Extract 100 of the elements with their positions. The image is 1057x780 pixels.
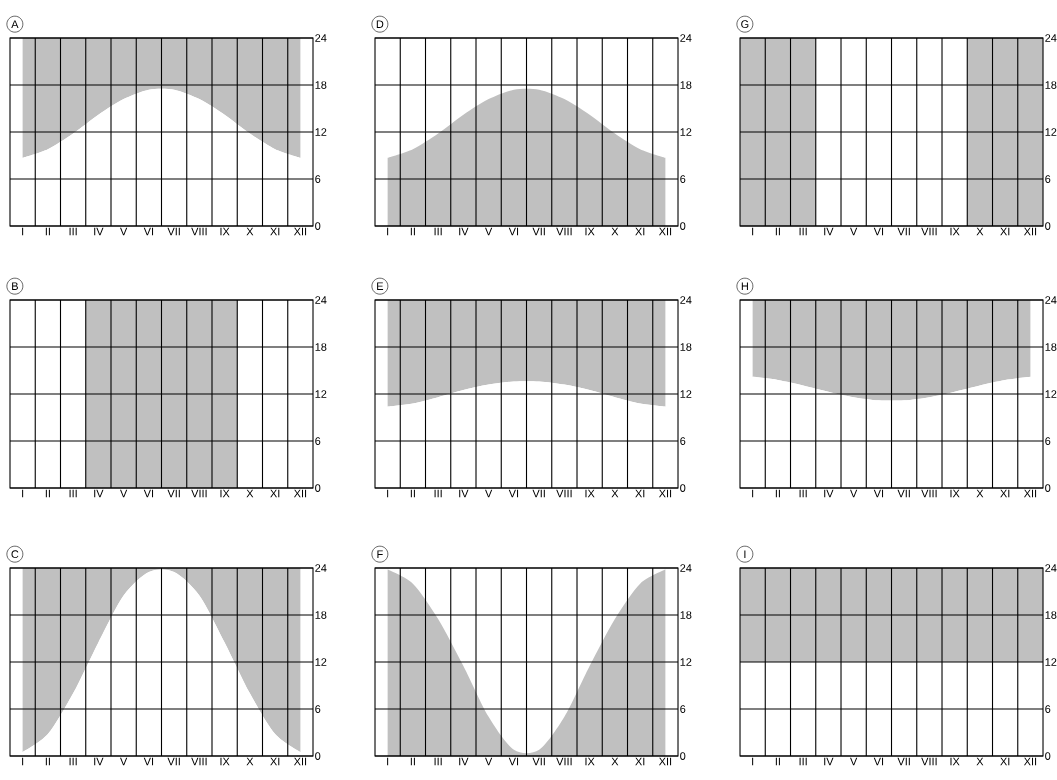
x-tick-label: III (434, 227, 442, 236)
x-tick-label: IX (585, 489, 595, 498)
x-tick-label: X (246, 227, 254, 236)
x-tick-label: II (775, 227, 780, 236)
x-tick-label: XI (270, 757, 280, 766)
y-tick-label: 24 (680, 296, 692, 304)
x-tick-label: VI (143, 227, 154, 236)
x-tick-label: II (45, 489, 50, 498)
y-tick-label: 6 (1045, 175, 1051, 183)
x-tick-label: VII (532, 227, 545, 236)
x-tick-label: I (752, 489, 754, 498)
y-tick-label: 0 (1045, 484, 1051, 492)
chart-title: D (376, 20, 384, 28)
x-tick-label: IV (459, 757, 469, 766)
y-tick-label: 12 (680, 128, 692, 136)
x-tick-label: XII (658, 227, 672, 236)
y-tick-label: 12 (680, 390, 692, 398)
x-tick-label: I (752, 757, 754, 766)
y-tick-label: 0 (315, 752, 321, 760)
x-tick-label: III (69, 489, 77, 498)
x-tick-label: III (434, 489, 442, 498)
y-tick-label: 24 (680, 34, 692, 42)
x-tick-label: III (799, 489, 807, 498)
x-tick-label: II (45, 227, 50, 236)
y-tick-label: 0 (315, 484, 321, 492)
x-tick-label: V (485, 489, 493, 498)
y-tick-label: 18 (315, 611, 327, 619)
y-tick-label: 24 (1045, 564, 1057, 572)
x-tick-label: VI (143, 757, 154, 766)
x-tick-label: VI (873, 757, 884, 766)
x-tick-label: X (976, 489, 984, 498)
y-tick-label: 6 (315, 705, 321, 713)
x-tick-label: X (611, 489, 619, 498)
y-tick-label: 18 (315, 81, 327, 89)
x-tick-label: XII (1023, 227, 1037, 236)
x-tick-label: XI (270, 489, 280, 498)
y-tick-label: 6 (680, 705, 686, 713)
y-tick-label: 18 (680, 343, 692, 351)
y-tick-label: 24 (680, 564, 692, 572)
x-tick-label: XI (635, 227, 645, 236)
y-tick-label: 0 (315, 222, 321, 230)
x-tick-label: I (22, 227, 24, 236)
y-tick-label: 24 (315, 296, 327, 304)
y-tick-label: 12 (315, 128, 327, 136)
x-tick-label: VII (897, 757, 910, 766)
x-tick-label: IX (585, 757, 595, 766)
x-tick-label: II (775, 489, 780, 498)
x-tick-label: XI (1000, 227, 1010, 236)
x-tick-label: X (611, 757, 619, 766)
y-tick-label: 0 (680, 752, 686, 760)
x-tick-label: V (850, 489, 858, 498)
x-tick-label: II (410, 757, 415, 766)
x-tick-label: XII (1023, 757, 1037, 766)
x-tick-label: IV (459, 227, 469, 236)
x-tick-label: IV (94, 489, 104, 498)
chart-title: A (11, 20, 19, 28)
x-tick-label: XI (635, 757, 645, 766)
x-tick-label: VI (508, 757, 519, 766)
x-tick-label: VIII (191, 227, 207, 236)
x-tick-label: X (976, 227, 984, 236)
y-tick-label: 0 (1045, 752, 1051, 760)
x-tick-label: III (799, 757, 807, 766)
x-tick-label: VII (167, 227, 180, 236)
x-tick-label: VI (873, 227, 884, 236)
x-tick-label: IX (585, 227, 595, 236)
x-tick-label: V (120, 489, 128, 498)
x-tick-label: VIII (556, 757, 572, 766)
x-tick-label: VI (143, 489, 154, 498)
x-tick-label: V (485, 227, 493, 236)
x-tick-label: VII (167, 757, 180, 766)
y-tick-label: 24 (315, 34, 327, 42)
y-tick-label: 0 (680, 484, 686, 492)
chart-title: C (11, 550, 19, 559)
y-tick-label: 24 (315, 564, 327, 572)
y-tick-label: 6 (680, 437, 686, 445)
y-tick-label: 12 (1045, 128, 1057, 136)
x-tick-label: IX (220, 227, 230, 236)
x-tick-label: VI (508, 227, 519, 236)
x-tick-label: I (387, 757, 389, 766)
x-tick-label: VIII (556, 489, 572, 498)
x-tick-label: X (246, 489, 254, 498)
x-tick-label: IV (94, 227, 104, 236)
chart-title: E (377, 282, 384, 290)
x-tick-label: II (410, 489, 415, 498)
x-tick-label: IV (94, 757, 104, 766)
x-tick-label: VII (532, 489, 545, 498)
x-tick-label: X (611, 227, 619, 236)
x-tick-label: V (120, 227, 128, 236)
x-tick-label: III (434, 757, 442, 766)
y-tick-label: 18 (1045, 611, 1057, 619)
y-tick-label: 6 (315, 175, 321, 183)
y-tick-label: 12 (680, 658, 692, 666)
x-tick-label: XI (1000, 489, 1010, 498)
y-tick-label: 12 (1045, 390, 1057, 398)
x-tick-label: VI (873, 489, 884, 498)
chart-title: H (741, 282, 748, 290)
x-tick-label: XI (1000, 757, 1010, 766)
y-tick-label: 12 (315, 658, 327, 666)
x-tick-label: V (850, 227, 858, 236)
chart-title: F (377, 550, 383, 558)
